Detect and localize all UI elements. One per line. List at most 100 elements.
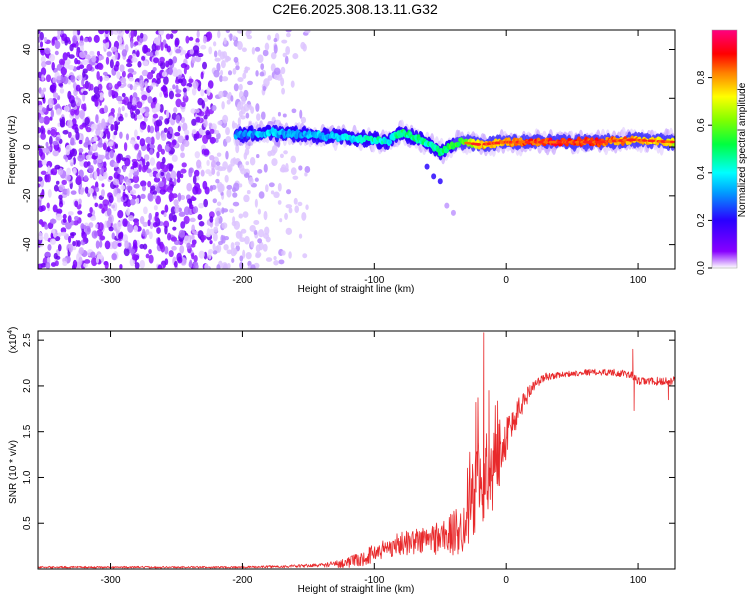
ridge-spur [444,202,450,209]
noise-blob [256,154,260,159]
noise-blob [38,205,44,213]
noise-blob [149,157,156,166]
noise-blob [99,203,103,209]
noise-blob [198,250,205,259]
ridge-peak [475,143,482,146]
noise-blob [191,56,196,64]
noise-blob [240,228,247,234]
snr-panel: -300 -200 -100 0 100 0.5 1.0 1.5 2.0 2.5 Height … [7,327,676,595]
noise-blob [56,208,63,214]
noise-blob [157,144,163,153]
noise-blob [177,192,182,202]
noise-blob [195,116,201,123]
noise-blob [196,30,200,39]
noise-blob [110,46,118,52]
noise-blob [188,78,194,84]
noise-blob [274,67,281,75]
noise-blob [200,169,205,177]
noise-blob [45,262,51,269]
noise-blob [87,212,93,218]
noise-blob [226,184,233,190]
noise-blob [69,231,77,237]
ridge-peak [486,142,492,146]
ridge-peak [642,139,648,142]
noise-blob [89,173,94,179]
noise-blob [263,78,270,87]
noise-blob [45,141,49,148]
noise-blob [138,79,145,88]
noise-blob [203,97,209,103]
noise-blob [118,36,123,45]
noise-blob [99,235,106,241]
noise-blob [61,179,67,185]
noise-blob [222,114,229,124]
noise-blob [282,52,287,58]
noise-blob [255,103,260,112]
noise-blob [270,51,277,60]
noise-blob [113,187,118,197]
noise-blob [290,155,297,164]
noise-blob [304,166,311,174]
noise-blob [119,231,124,238]
noise-blob [146,168,152,174]
noise-blob [286,189,292,195]
noise-blob [131,103,137,111]
noise-blob [89,206,93,214]
noise-blob [179,245,185,254]
noise-blob [38,183,41,188]
noise-blob [141,55,146,61]
noise-blob [38,148,43,157]
noise-blob [83,175,89,181]
noise-blob [127,101,133,110]
noise-blob [57,244,62,252]
noise-blob [117,168,121,174]
noise-blob [200,44,207,50]
noise-blob [45,74,52,83]
noise-blob [42,147,50,153]
noise-blob [63,105,70,112]
noise-blob [129,248,136,254]
y-tick-label: 20 [22,92,33,104]
noise-blob [254,198,258,208]
noise-blob [180,168,187,174]
noise-blob [66,167,71,176]
noise-blob [138,149,142,159]
y-tick-label: 0 [22,144,33,150]
noise-blob [172,214,177,223]
noise-blob [108,89,112,98]
noise-blob [203,198,209,208]
noise-blob [79,124,84,130]
ridge-peak [518,140,524,144]
noise-blob [177,256,183,264]
noise-blob [191,224,196,234]
noise-blob [109,150,114,159]
noise-blob [38,263,44,269]
noise-blob [152,113,159,119]
noise-blob [51,62,55,71]
noise-blob [216,171,220,177]
ridge-spur [437,178,443,185]
noise-blob [68,235,72,244]
noise-blob [237,77,244,83]
noise-blob [134,143,139,150]
noise-blob [123,247,130,257]
noise-blob [214,57,221,62]
noise-blob [53,184,59,192]
noise-blob [244,235,250,245]
noise-blob [273,191,280,199]
noise-blob [62,76,69,85]
noise-blob [111,253,117,261]
noise-blob [283,150,288,155]
noise-blob [284,55,289,65]
noise-blob [151,43,157,52]
noise-blob [95,187,100,193]
noise-blob [265,184,269,193]
noise-blob [226,99,231,105]
noise-blob [237,117,241,126]
noise-blob [77,154,84,162]
noise-blob [279,218,283,223]
noise-blob [225,135,232,143]
noise-blob [221,222,228,229]
y-tick-label: -40 [22,237,33,252]
